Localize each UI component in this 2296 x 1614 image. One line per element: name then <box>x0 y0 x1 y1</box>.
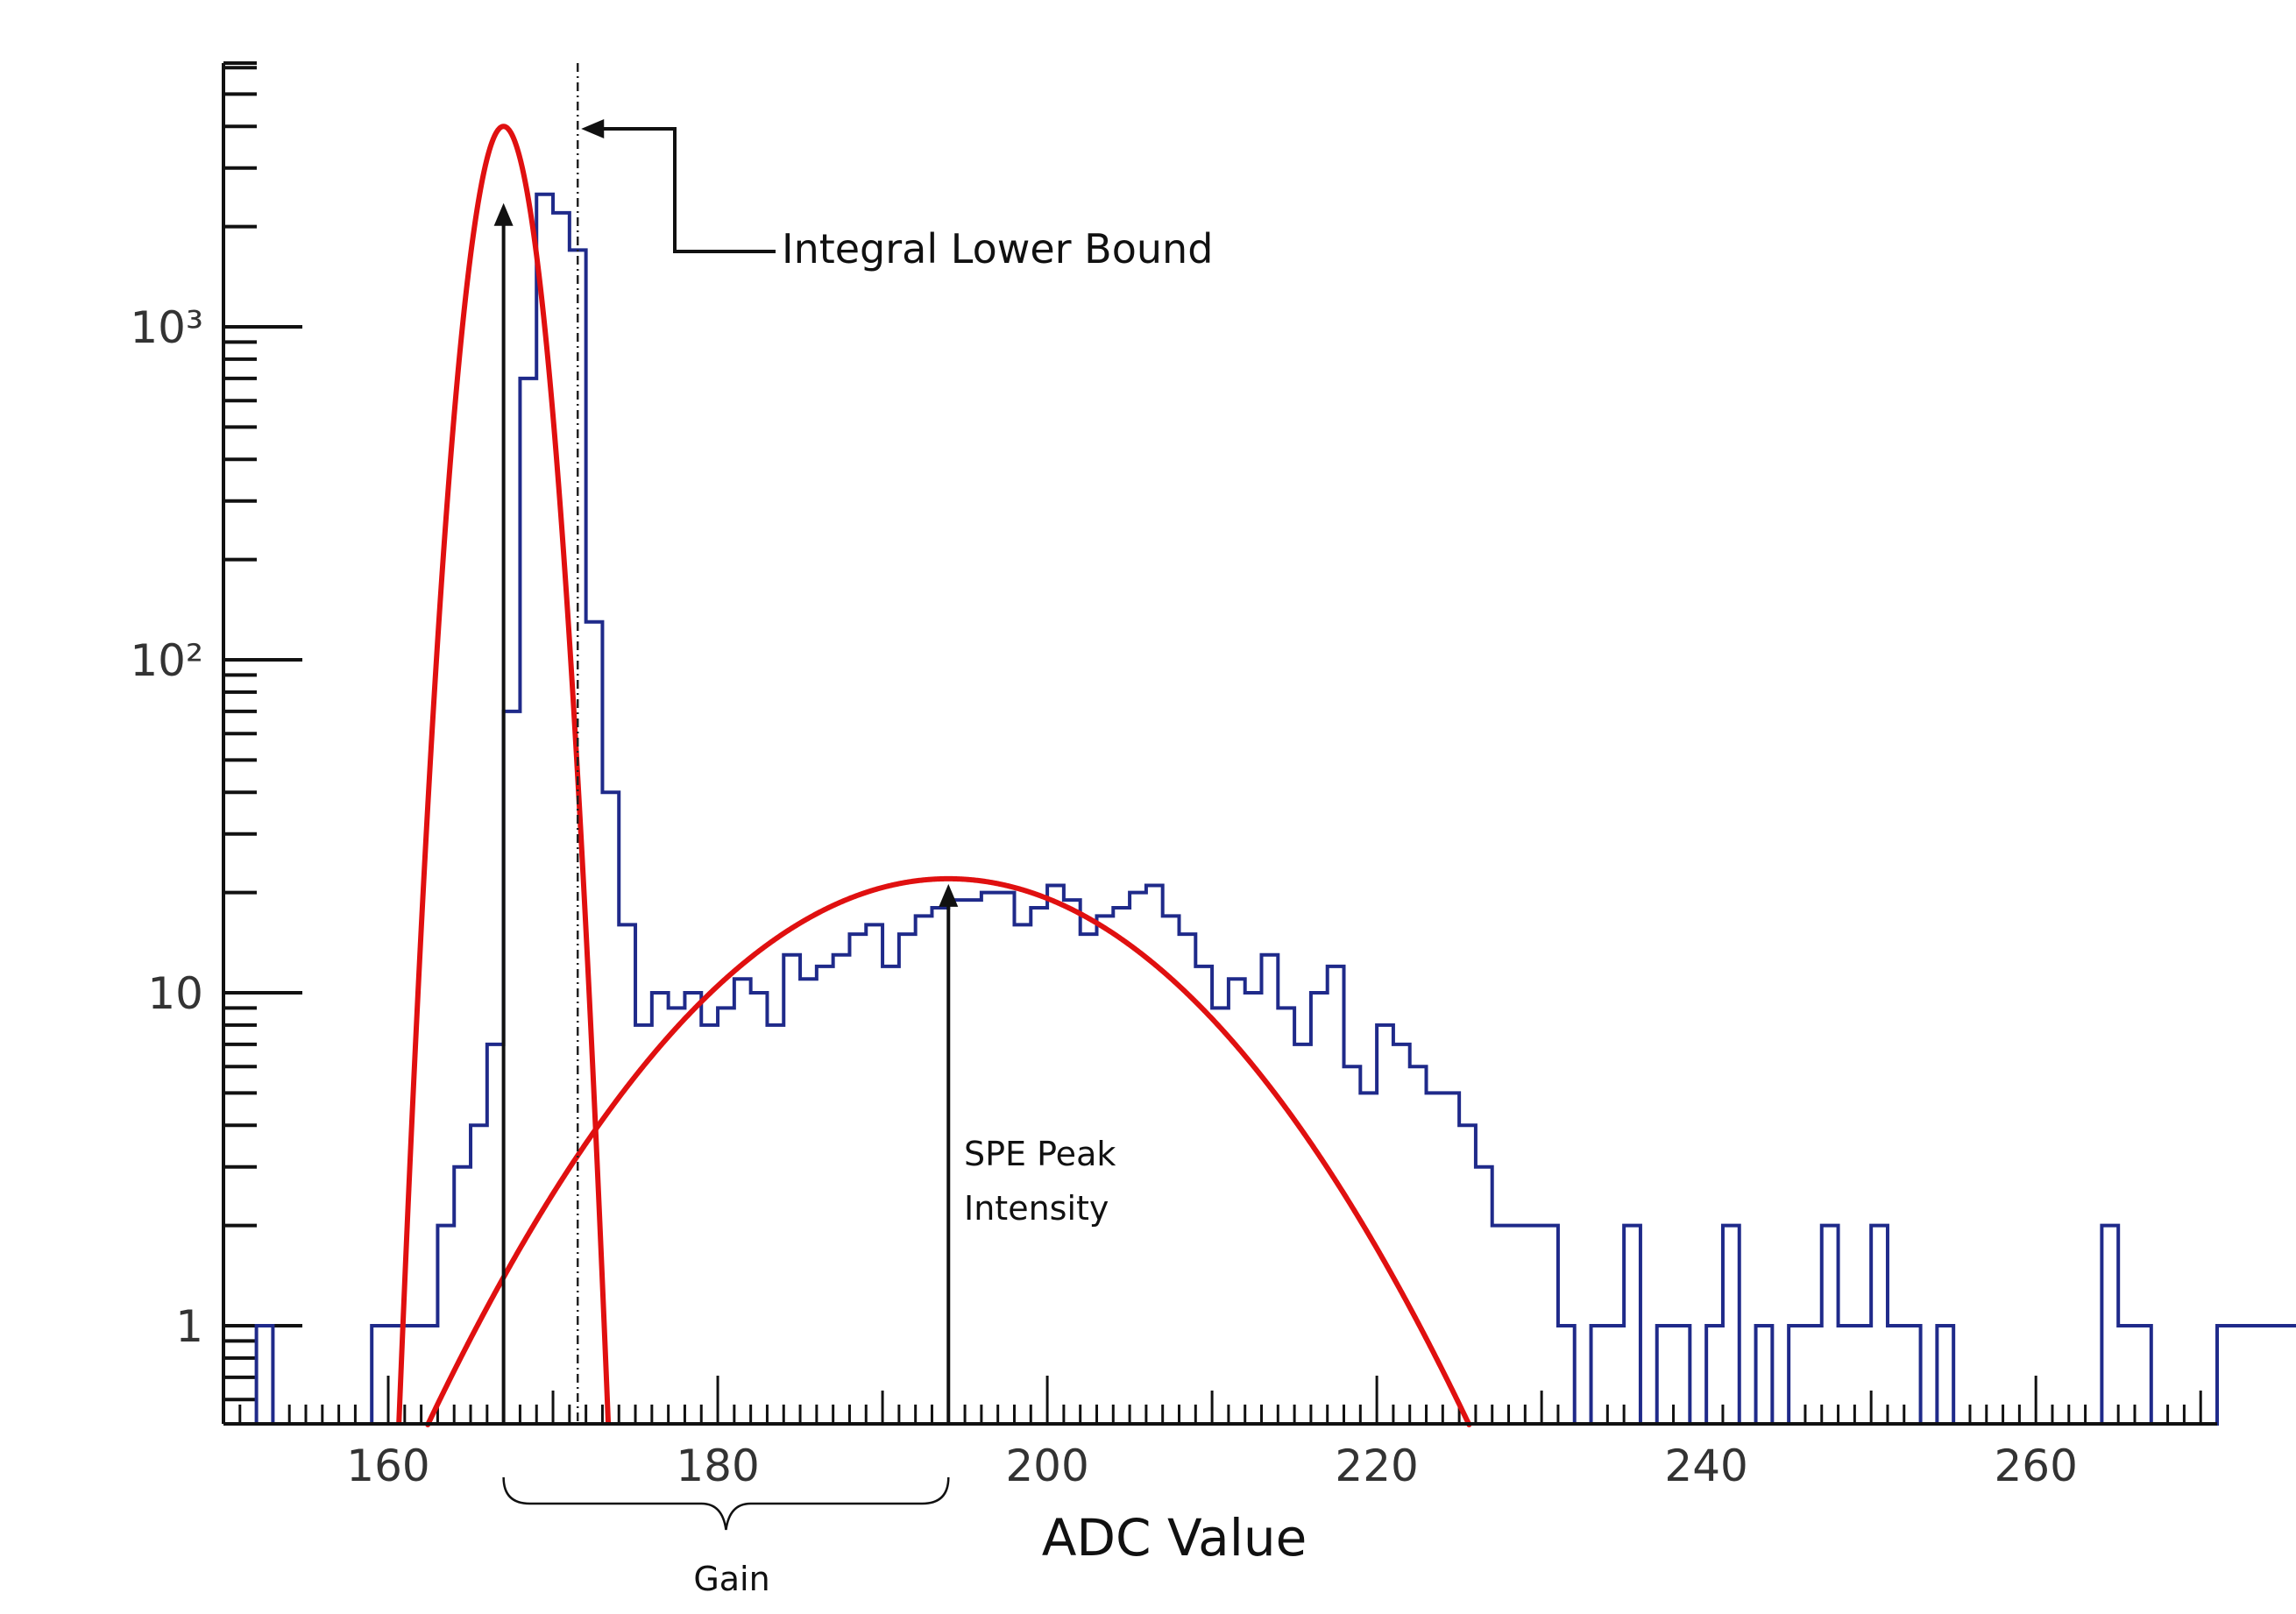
annotations <box>493 63 959 1531</box>
pedestal-fit-curve <box>396 124 612 1425</box>
x-tick-label: 260 <box>1994 1441 2077 1491</box>
histogram-step-line <box>254 192 2296 1426</box>
gain-brace <box>502 1476 950 1531</box>
fit-curves <box>396 124 1472 1427</box>
integral-lower-bound-arrowhead <box>581 119 605 138</box>
x-tick-label: 180 <box>676 1441 759 1491</box>
histogram <box>254 192 2296 1426</box>
spe-peak-label-line2: Intensity <box>964 1189 1109 1228</box>
x-tick-label: 240 <box>1664 1441 1747 1491</box>
x-tick-label: 200 <box>1005 1441 1088 1491</box>
spe-peak-arrowhead <box>939 883 959 907</box>
x-axis-title: ADC Value <box>1042 1508 1307 1568</box>
spe-peak-label-line1: SPE Peak <box>964 1135 1116 1173</box>
spe-fit-curve <box>425 875 1472 1427</box>
y-tick-label: 1 <box>175 1301 203 1352</box>
x-axis-ticks: 160 180 200 220 240 260 <box>238 1376 2202 1491</box>
x-tick-label: 160 <box>346 1441 429 1491</box>
gain-label: Gain <box>693 1560 769 1598</box>
pedestal-peak-arrowhead <box>493 202 514 226</box>
x-tick-label: 220 <box>1335 1441 1418 1491</box>
y-axis-minor-ticks <box>223 61 257 1402</box>
y-tick-label: 10³ <box>130 302 203 353</box>
y-tick-label: 10 <box>147 968 203 1019</box>
y-tick-label: 10² <box>130 635 203 686</box>
integral-lower-bound-label: Integral Lower Bound <box>782 225 1213 273</box>
integral-lower-bound-leader <box>600 127 776 253</box>
y-axis-major-ticks: 1 10 10² 10³ <box>130 302 302 1352</box>
